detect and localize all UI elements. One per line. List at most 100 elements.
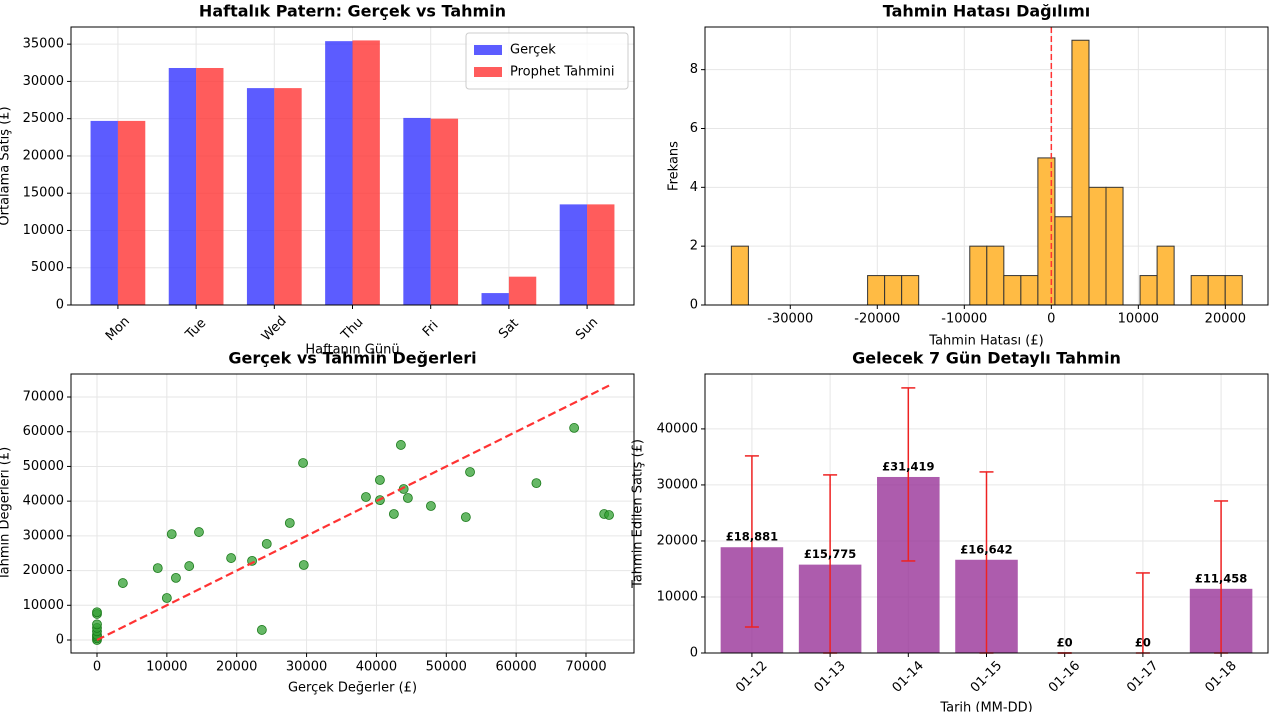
subplot: 0 10000 20000 30000 40000 01-12 01-13 01-14 01-1… xyxy=(631,349,1269,712)
value-label: £0 xyxy=(1135,636,1151,650)
y-tick-label: 15000 xyxy=(23,186,64,201)
bar xyxy=(403,117,431,305)
y-tick-label: 2 xyxy=(690,239,698,254)
point xyxy=(171,572,181,583)
histogram-bar xyxy=(1190,275,1209,306)
x-tick-label: 0 xyxy=(93,660,101,675)
point xyxy=(117,578,128,588)
y-tick-label: 4 xyxy=(690,180,698,195)
value-label: £18,881 xyxy=(726,530,778,544)
bar xyxy=(246,88,275,305)
point xyxy=(194,527,204,537)
y-tick-label: 20000 xyxy=(657,533,698,548)
bar xyxy=(481,293,509,305)
value-label: £0 xyxy=(1057,636,1073,650)
y-axis-label: Frekans xyxy=(667,141,682,191)
x-tick-label: 50000 xyxy=(426,660,467,675)
axes-frame xyxy=(70,373,635,654)
x-tick-label: 01-18 xyxy=(1202,658,1239,695)
y-axis-label: Ortalama Satış (£) xyxy=(0,106,13,225)
axes-frame xyxy=(70,26,635,306)
chart-title: Gerçek vs Tahmin Değerleri xyxy=(228,349,476,368)
y-tick-label: 10000 xyxy=(23,223,64,238)
y-tick-label: 0 xyxy=(690,298,698,313)
histogram-bar xyxy=(1003,275,1022,306)
histogram-bar xyxy=(1139,275,1158,306)
y-tick-label: 0 xyxy=(690,646,698,661)
x-tick-label: 01-16 xyxy=(1046,658,1083,695)
bar xyxy=(559,204,588,305)
x-tick-label: Tue xyxy=(182,316,209,343)
point xyxy=(604,510,614,520)
y-axis-label: Tahmin Değerleri (£) xyxy=(0,447,13,581)
point xyxy=(460,512,471,523)
legend-swatch xyxy=(474,67,502,77)
histogram-bar xyxy=(1207,275,1226,306)
x-tick-label: Sat xyxy=(496,316,522,342)
x-axis-label: Tarih (MM-DD) xyxy=(939,701,1032,712)
histogram-bar xyxy=(986,245,1005,306)
point xyxy=(361,492,371,502)
point xyxy=(166,529,177,540)
x-tick-label: Fri xyxy=(420,318,442,340)
point xyxy=(284,518,295,528)
value-label: £11,458 xyxy=(1195,571,1247,585)
y-tick-label: 0 xyxy=(56,298,64,313)
legend: Gerçek Prophet Tahmini xyxy=(465,32,629,90)
subplot: 0 5000 10000 15000 20000 25000 30000 35000 Mon Tu… xyxy=(0,2,635,358)
x-axis-label: Gerçek Değerler (£) xyxy=(288,681,417,696)
y-tick-label: 0 xyxy=(56,633,64,648)
bar xyxy=(508,276,537,305)
x-tick-label: 10000 xyxy=(1118,312,1159,327)
y-tick-label: 8 xyxy=(690,62,698,77)
y-tick-label: 40000 xyxy=(23,494,64,509)
x-tick-label: Mon xyxy=(103,314,133,344)
y-tick-label: 30000 xyxy=(23,74,64,89)
y-tick-label: 10000 xyxy=(23,598,64,613)
point xyxy=(402,493,413,503)
y-tick-label: 20000 xyxy=(23,563,64,578)
error-bar xyxy=(744,455,759,628)
x-tick-label: Wed xyxy=(259,314,290,345)
histogram-bar xyxy=(867,275,886,306)
legend-box xyxy=(465,32,629,90)
y-tick-label: 30000 xyxy=(657,477,698,492)
y-tick-label: 10000 xyxy=(657,589,698,604)
point xyxy=(569,423,580,433)
x-tick-label: -30000 xyxy=(767,312,813,327)
legend-swatch xyxy=(474,45,502,55)
x-tick-label: 70000 xyxy=(565,660,606,675)
point xyxy=(395,440,406,450)
point xyxy=(152,563,163,574)
y-tick-label: 40000 xyxy=(657,421,698,436)
reference-line xyxy=(96,384,610,641)
value-label: £31,419 xyxy=(882,459,934,473)
histogram-bar xyxy=(1224,275,1243,306)
value-label: £15,775 xyxy=(804,547,856,561)
point xyxy=(261,538,272,549)
histogram-bar xyxy=(1156,245,1175,306)
bar xyxy=(196,67,224,305)
x-tick-label: 01-14 xyxy=(890,658,927,695)
y-tick-label: 60000 xyxy=(23,424,64,439)
histogram-bar xyxy=(969,245,988,306)
bar xyxy=(430,118,459,306)
x-tick-label: -20000 xyxy=(854,312,900,327)
point xyxy=(298,458,308,468)
x-tick-label: 60000 xyxy=(495,660,536,675)
point xyxy=(161,593,172,603)
x-tick-label: 01-12 xyxy=(733,658,770,695)
bar xyxy=(587,204,615,305)
y-tick-label: 50000 xyxy=(23,459,64,474)
x-tick-label: 01-15 xyxy=(968,658,1005,695)
x-tick-label: 40000 xyxy=(356,660,397,675)
x-tick-label: 20000 xyxy=(1205,312,1246,327)
histogram-bar xyxy=(1088,186,1107,306)
bar xyxy=(90,120,118,305)
subplot: 0 10000 20000 30000 40000 50000 60000 70000 0 100… xyxy=(0,349,635,696)
x-tick-label: 01-13 xyxy=(811,658,848,695)
histogram-bar xyxy=(1071,39,1090,306)
y-axis-label: Tahmin Edilen Satış (£) xyxy=(631,439,646,589)
histogram-bar xyxy=(1054,216,1073,306)
